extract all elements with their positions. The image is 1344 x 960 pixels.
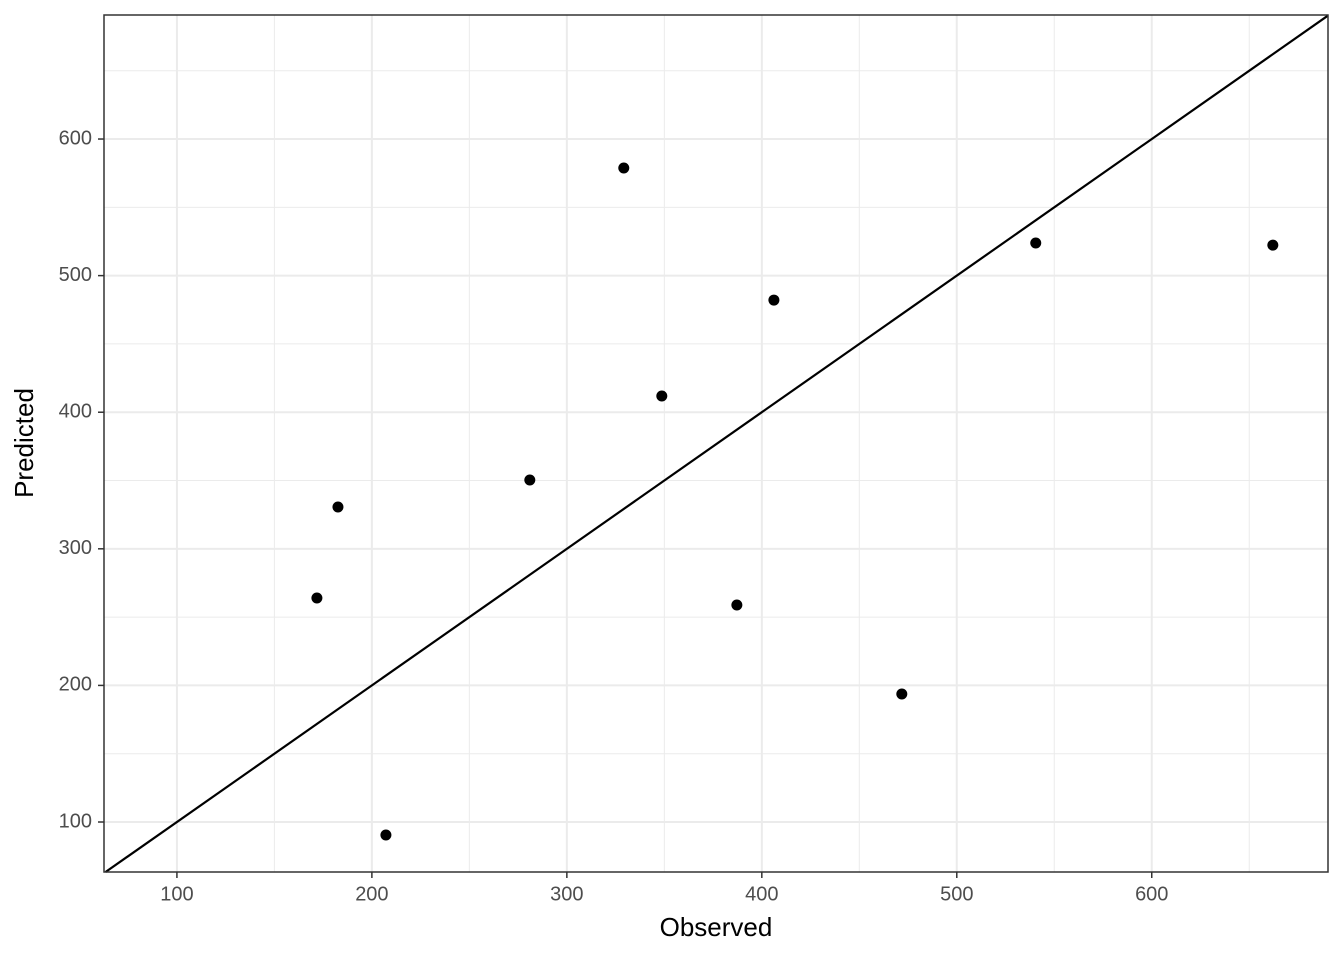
point	[311, 592, 323, 604]
point	[656, 390, 668, 402]
point	[524, 474, 536, 486]
x-tick-label: 200	[355, 883, 388, 905]
point	[332, 501, 344, 513]
y-tick-label: 600	[59, 127, 92, 149]
identity-line	[104, 14, 1329, 873]
x-tick-label: 300	[550, 883, 583, 905]
point	[380, 829, 392, 841]
y-axis-title: Predicted	[9, 388, 39, 498]
point	[731, 599, 743, 611]
x-axis-title: Observed	[660, 912, 773, 942]
point	[1030, 237, 1042, 249]
x-tick-label: 400	[745, 883, 778, 905]
point	[618, 162, 630, 174]
point	[896, 688, 908, 700]
y-tick-label: 300	[59, 537, 92, 559]
x-tick-label: 500	[940, 883, 973, 905]
y-tick-label: 500	[59, 264, 92, 286]
y-tick-label: 100	[59, 810, 92, 832]
point	[768, 294, 780, 306]
point	[1267, 239, 1279, 251]
panel-border	[103, 14, 1329, 873]
y-tick-label: 200	[59, 674, 92, 696]
x-tick-label: 100	[160, 883, 193, 905]
y-tick-label: 400	[59, 401, 92, 423]
x-tick-label: 600	[1135, 883, 1168, 905]
